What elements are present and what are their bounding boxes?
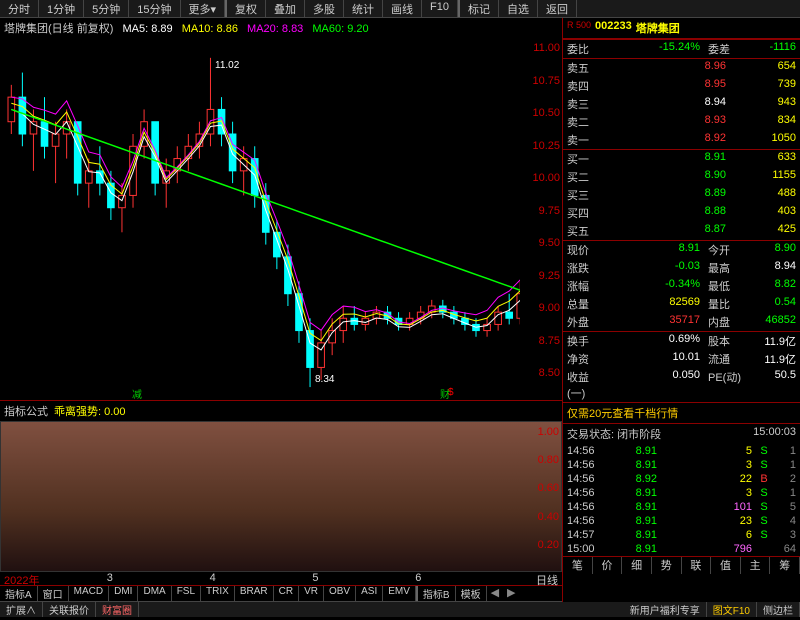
right-tab-势[interactable]: 势 [652,557,682,574]
time-axis: 2022年3456日线 [0,572,562,586]
bids-row: 买二8.901155 [563,168,800,186]
ind-tab-ASI[interactable]: ASI [356,586,383,601]
ma20: MA20: 8.83 [247,23,303,35]
stock-title: R 500 002233 塔牌集团 [563,18,800,39]
ind-tab-TRIX[interactable]: TRIX [201,586,235,601]
bids-row: 买三8.89488 [563,186,800,204]
ind-tab-FSL[interactable]: FSL [172,586,201,601]
ind-tab-OBV[interactable]: OBV [324,586,356,601]
indicator-axis: 1.000.800.600.400.20 [538,422,559,571]
top-tab-2[interactable]: 5分钟 [84,0,129,17]
bottom-tab-0[interactable]: 扩展∧ [0,602,43,617]
indicator-header: 指标公式 乖离强势: 0.00 [0,401,562,421]
top-tab-1[interactable]: 1分钟 [39,0,84,17]
top-tab-9[interactable]: 画线 [383,0,422,17]
stats-row: 现价8.91今开8.90 [563,241,800,259]
right-tab-联[interactable]: 联 [682,557,712,574]
right-tabs: 笔价细势联值主筹 [563,556,800,574]
indicator-tabs: 指标A窗口MACDDMIDMAFSLTRIXBRARCRVROBVASIEMV指… [0,586,562,602]
bids-row: 买一8.91633 [563,150,800,168]
stats-row: 外盘35717内盘46852 [563,313,800,331]
bottom-tab-5[interactable]: 侧边栏 [757,602,800,617]
ind-arrow[interactable]: ▶ [503,586,519,601]
top-tab-13[interactable]: 返回 [538,0,577,17]
bottom-tab-3[interactable]: 新用户福利专享 [624,602,707,617]
asks-row: 卖三8.94943 [563,95,800,113]
top-tab-11[interactable]: 标记 [458,0,499,17]
tick-row: 15:008.9179664 [563,542,800,556]
asks-row: 卖一8.921050 [563,131,800,149]
right-tab-细[interactable]: 细 [622,557,652,574]
ind-tab-BRAR[interactable]: BRAR [235,586,274,601]
tick-row: 14:568.9123S4 [563,514,800,528]
right-tab-筹[interactable]: 筹 [770,557,800,574]
asks-row: 卖五8.96654 [563,59,800,77]
top-tab-7[interactable]: 多股 [305,0,344,17]
right-tab-价[interactable]: 价 [593,557,623,574]
bottom-bar: 扩展∧关联报价财富圈 新用户福利专享图文F10侧边栏 [0,602,800,617]
ma10: MA10: 8.86 [182,23,238,35]
stats-row: 总量82569量比0.54 [563,295,800,313]
tick-row: 14:568.91101S5 [563,500,800,514]
ind-tab-DMA[interactable]: DMA [138,586,171,601]
bottom-tab-1[interactable]: 关联报价 [43,602,96,617]
ind-tab-MACD[interactable]: MACD [69,586,109,601]
stats-row: 涨跌-0.03最高8.94 [563,259,800,277]
ind-arrow[interactable]: ◀ [487,586,503,601]
top-tab-4[interactable]: 更多▾ [181,0,226,17]
ind-tab-EMV[interactable]: EMV [383,586,416,601]
ind-tab-CR[interactable]: CR [274,586,299,601]
bids-row: 买五8.87425 [563,222,800,240]
candlestick-chart[interactable]: 11.02 8.34 减 财 $ 11.0010.7510.5010.2510.… [0,38,562,401]
ind-tab-VR[interactable]: VR [299,586,324,601]
indicator-chart[interactable]: 1.000.800.600.400.20 [0,421,562,572]
ma60: MA60: 9.20 [312,23,368,35]
stats2-row: 换手0.69%股本11.9亿 [563,332,800,350]
right-tab-主[interactable]: 主 [741,557,771,574]
trade-status: 交易状态: 闭市阶段15:00:03 [563,423,800,444]
weibi-row: 委比 -15.24% 委差 -1116 [563,39,800,58]
top-tab-10[interactable]: F10 [422,0,458,17]
tick-row: 14:568.913S1 [563,458,800,472]
top-tab-8[interactable]: 统计 [344,0,383,17]
low-label: 8.34 [315,374,334,385]
right-tab-值[interactable]: 值 [711,557,741,574]
ind-tab-窗口[interactable]: 窗口 [38,586,69,601]
stats2-row: 收益(一)0.050PE(动)50.5 [563,368,800,402]
marker-jian: 减 [132,386,142,401]
high-label: 11.02 [215,60,239,71]
tick-row: 14:568.915S1 [563,444,800,458]
top-tab-5[interactable]: 复权 [225,0,266,17]
stats-row: 涨幅-0.34%最低8.82 [563,277,800,295]
chart-title: 塔牌集团(日线 前复权) [4,23,113,35]
marker-s: $ [448,387,454,398]
bottom-tab-4[interactable]: 图文F10 [707,602,757,617]
asks-row: 卖四8.95739 [563,77,800,95]
ind-tab-DMI[interactable]: DMI [109,586,138,601]
top-tab-6[interactable]: 叠加 [266,0,305,17]
asks-row: 卖二8.93834 [563,113,800,131]
promo-link[interactable]: 仅需20元查看千档行情 [563,402,800,423]
price-axis: 11.0010.7510.5010.2510.009.759.509.259.0… [532,38,560,400]
tick-row: 14:578.916S3 [563,528,800,542]
top-tab-3[interactable]: 15分钟 [129,0,180,17]
tick-row: 14:568.9222B2 [563,472,800,486]
ind-tab-模板[interactable]: 模板 [456,586,487,601]
ma5: MA5: 8.89 [122,23,172,35]
top-tab-12[interactable]: 自选 [499,0,538,17]
bottom-tab-2[interactable]: 财富圈 [96,602,139,617]
stats2-row: 净资10.01流通11.9亿 [563,350,800,368]
ind-tab-指标B[interactable]: 指标B [416,586,456,601]
right-tab-笔[interactable]: 笔 [563,557,593,574]
chart-header: 塔牌集团(日线 前复权) MA5: 8.89 MA10: 8.86 MA20: … [0,18,562,38]
top-tab-0[interactable]: 分时 [0,0,39,17]
ind-tab-指标A[interactable]: 指标A [0,586,38,601]
top-tab-bar: 分时1分钟5分钟15分钟更多▾复权叠加多股统计画线F10标记自选返回 [0,0,800,18]
tick-row: 14:568.913S1 [563,486,800,500]
bids-row: 买四8.88403 [563,204,800,222]
